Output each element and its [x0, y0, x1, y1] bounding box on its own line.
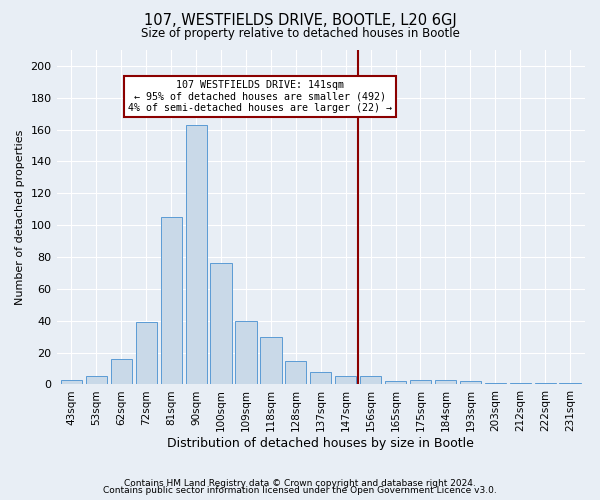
Bar [86, 376, 107, 384]
Bar [161, 217, 182, 384]
Bar [335, 376, 356, 384]
Bar [385, 382, 406, 384]
Bar [310, 372, 331, 384]
Bar [211, 264, 232, 384]
Bar [136, 322, 157, 384]
Bar [260, 336, 281, 384]
Bar [285, 360, 307, 384]
Y-axis label: Number of detached properties: Number of detached properties [15, 130, 25, 305]
Bar [235, 321, 257, 384]
Text: Contains public sector information licensed under the Open Government Licence v3: Contains public sector information licen… [103, 486, 497, 495]
Text: 107 WESTFIELDS DRIVE: 141sqm
← 95% of detached houses are smaller (492)
4% of se: 107 WESTFIELDS DRIVE: 141sqm ← 95% of de… [128, 80, 392, 114]
Bar [460, 382, 481, 384]
Bar [360, 376, 381, 384]
X-axis label: Distribution of detached houses by size in Bootle: Distribution of detached houses by size … [167, 437, 474, 450]
Bar [435, 380, 456, 384]
Text: 107, WESTFIELDS DRIVE, BOOTLE, L20 6GJ: 107, WESTFIELDS DRIVE, BOOTLE, L20 6GJ [143, 12, 457, 28]
Bar [111, 359, 132, 384]
Text: Contains HM Land Registry data © Crown copyright and database right 2024.: Contains HM Land Registry data © Crown c… [124, 478, 476, 488]
Bar [185, 125, 207, 384]
Text: Size of property relative to detached houses in Bootle: Size of property relative to detached ho… [140, 28, 460, 40]
Bar [509, 383, 531, 384]
Bar [410, 380, 431, 384]
Bar [61, 380, 82, 384]
Bar [535, 383, 556, 384]
Bar [485, 383, 506, 384]
Bar [559, 383, 581, 384]
